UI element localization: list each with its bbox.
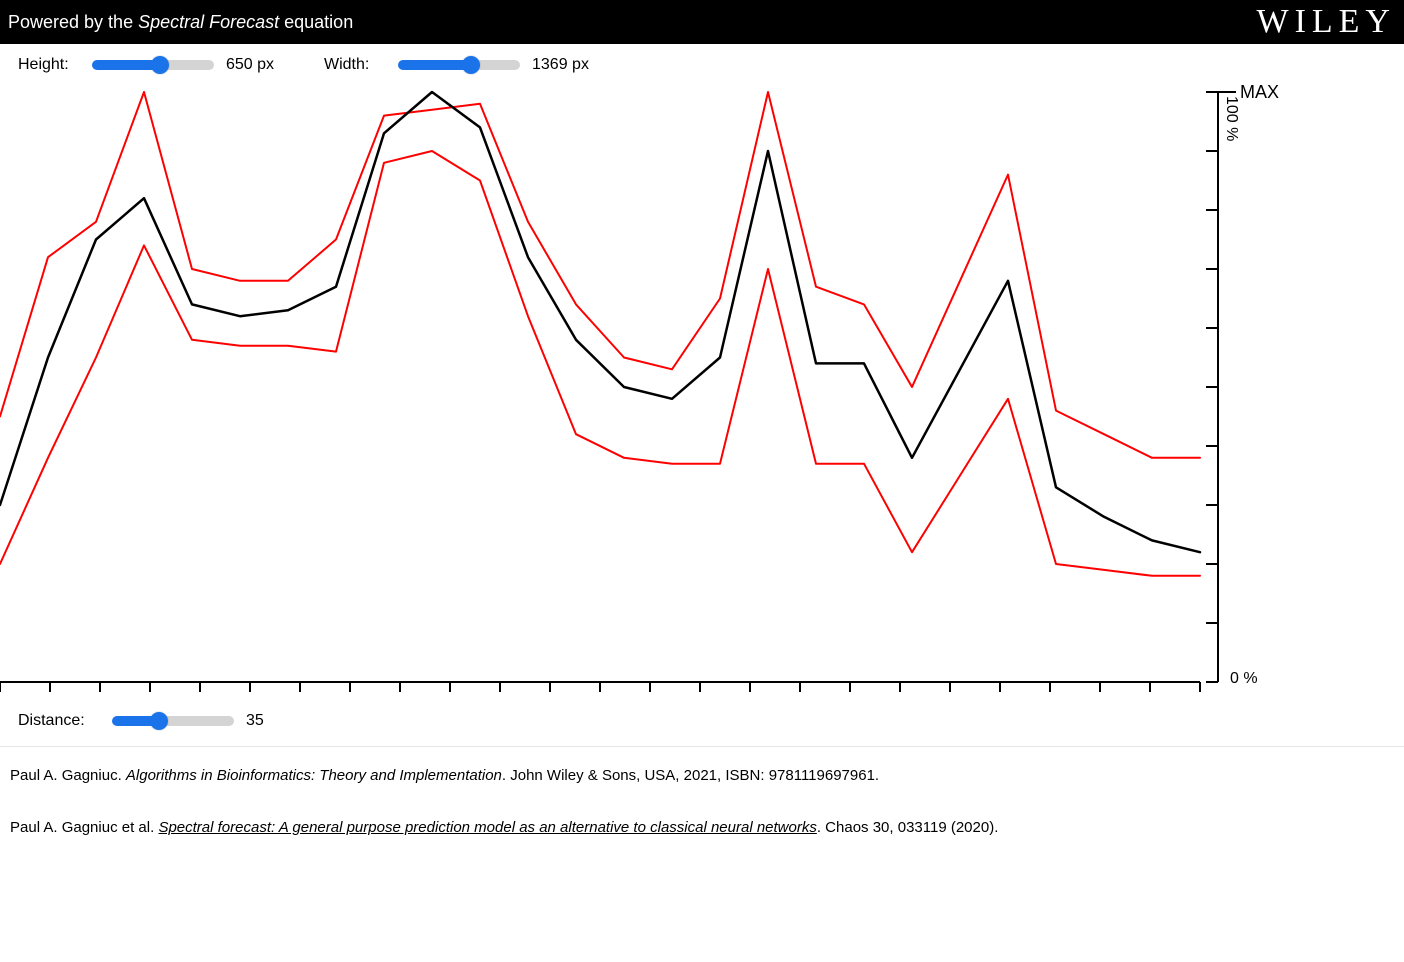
width-control: Width: 1369 px: [324, 56, 612, 74]
axis-100pct-label: 100 %: [1222, 96, 1240, 141]
height-slider[interactable]: [94, 60, 214, 70]
ref-book-author: Paul A. Gagniuc.: [10, 767, 126, 784]
controls-top: Height: 650 px Width: 1369 px: [0, 44, 1404, 82]
ref-book-title: Algorithms in Bioinformatics: Theory and…: [126, 767, 502, 784]
axis-0pct-label: 0 %: [1230, 670, 1258, 688]
reference-paper: Paul A. Gagniuc et al. Spectral forecast…: [10, 817, 1394, 839]
topbar-suffix: equation: [279, 12, 353, 32]
reference-book: Paul A. Gagniuc. Algorithms in Bioinform…: [10, 765, 1394, 787]
width-slider[interactable]: [400, 60, 520, 70]
height-value: 650 px: [226, 56, 306, 74]
width-value: 1369 px: [532, 56, 612, 74]
width-label: Width:: [324, 56, 384, 74]
spectral-chart: [0, 82, 1404, 702]
references: Paul A. Gagniuc. Algorithms in Bioinform…: [0, 747, 1404, 887]
height-control: Height: 650 px: [18, 56, 306, 74]
topbar-italic: Spectral Forecast: [138, 12, 279, 32]
height-label: Height:: [18, 56, 78, 74]
height-slider-wrap: [92, 56, 212, 74]
ref-paper-author: Paul A. Gagniuc et al.: [10, 819, 158, 836]
topbar-title: Powered by the Spectral Forecast equatio…: [8, 12, 353, 33]
ref-paper-tail: . Chaos 30, 033119 (2020).: [817, 819, 999, 836]
topbar-prefix: Powered by the: [8, 12, 138, 32]
chart-zone: MAX 100 % 0 %: [0, 82, 1404, 702]
distance-value: 35: [246, 712, 326, 730]
distance-label: Distance:: [18, 712, 98, 730]
topbar: Powered by the Spectral Forecast equatio…: [0, 0, 1404, 44]
distance-slider-wrap: [112, 712, 232, 730]
ref-book-tail: . John Wiley & Sons, USA, 2021, ISBN: 97…: [502, 767, 879, 784]
controls-bottom: Distance: 35: [0, 702, 1404, 747]
ref-paper-title: Spectral forecast: A general purpose pre…: [158, 819, 816, 836]
distance-slider[interactable]: [114, 716, 234, 726]
distance-control: Distance: 35: [18, 712, 326, 730]
width-slider-wrap: [398, 56, 518, 74]
brand-logo: WILEY: [1256, 3, 1396, 41]
axis-max-label: MAX: [1240, 82, 1279, 103]
